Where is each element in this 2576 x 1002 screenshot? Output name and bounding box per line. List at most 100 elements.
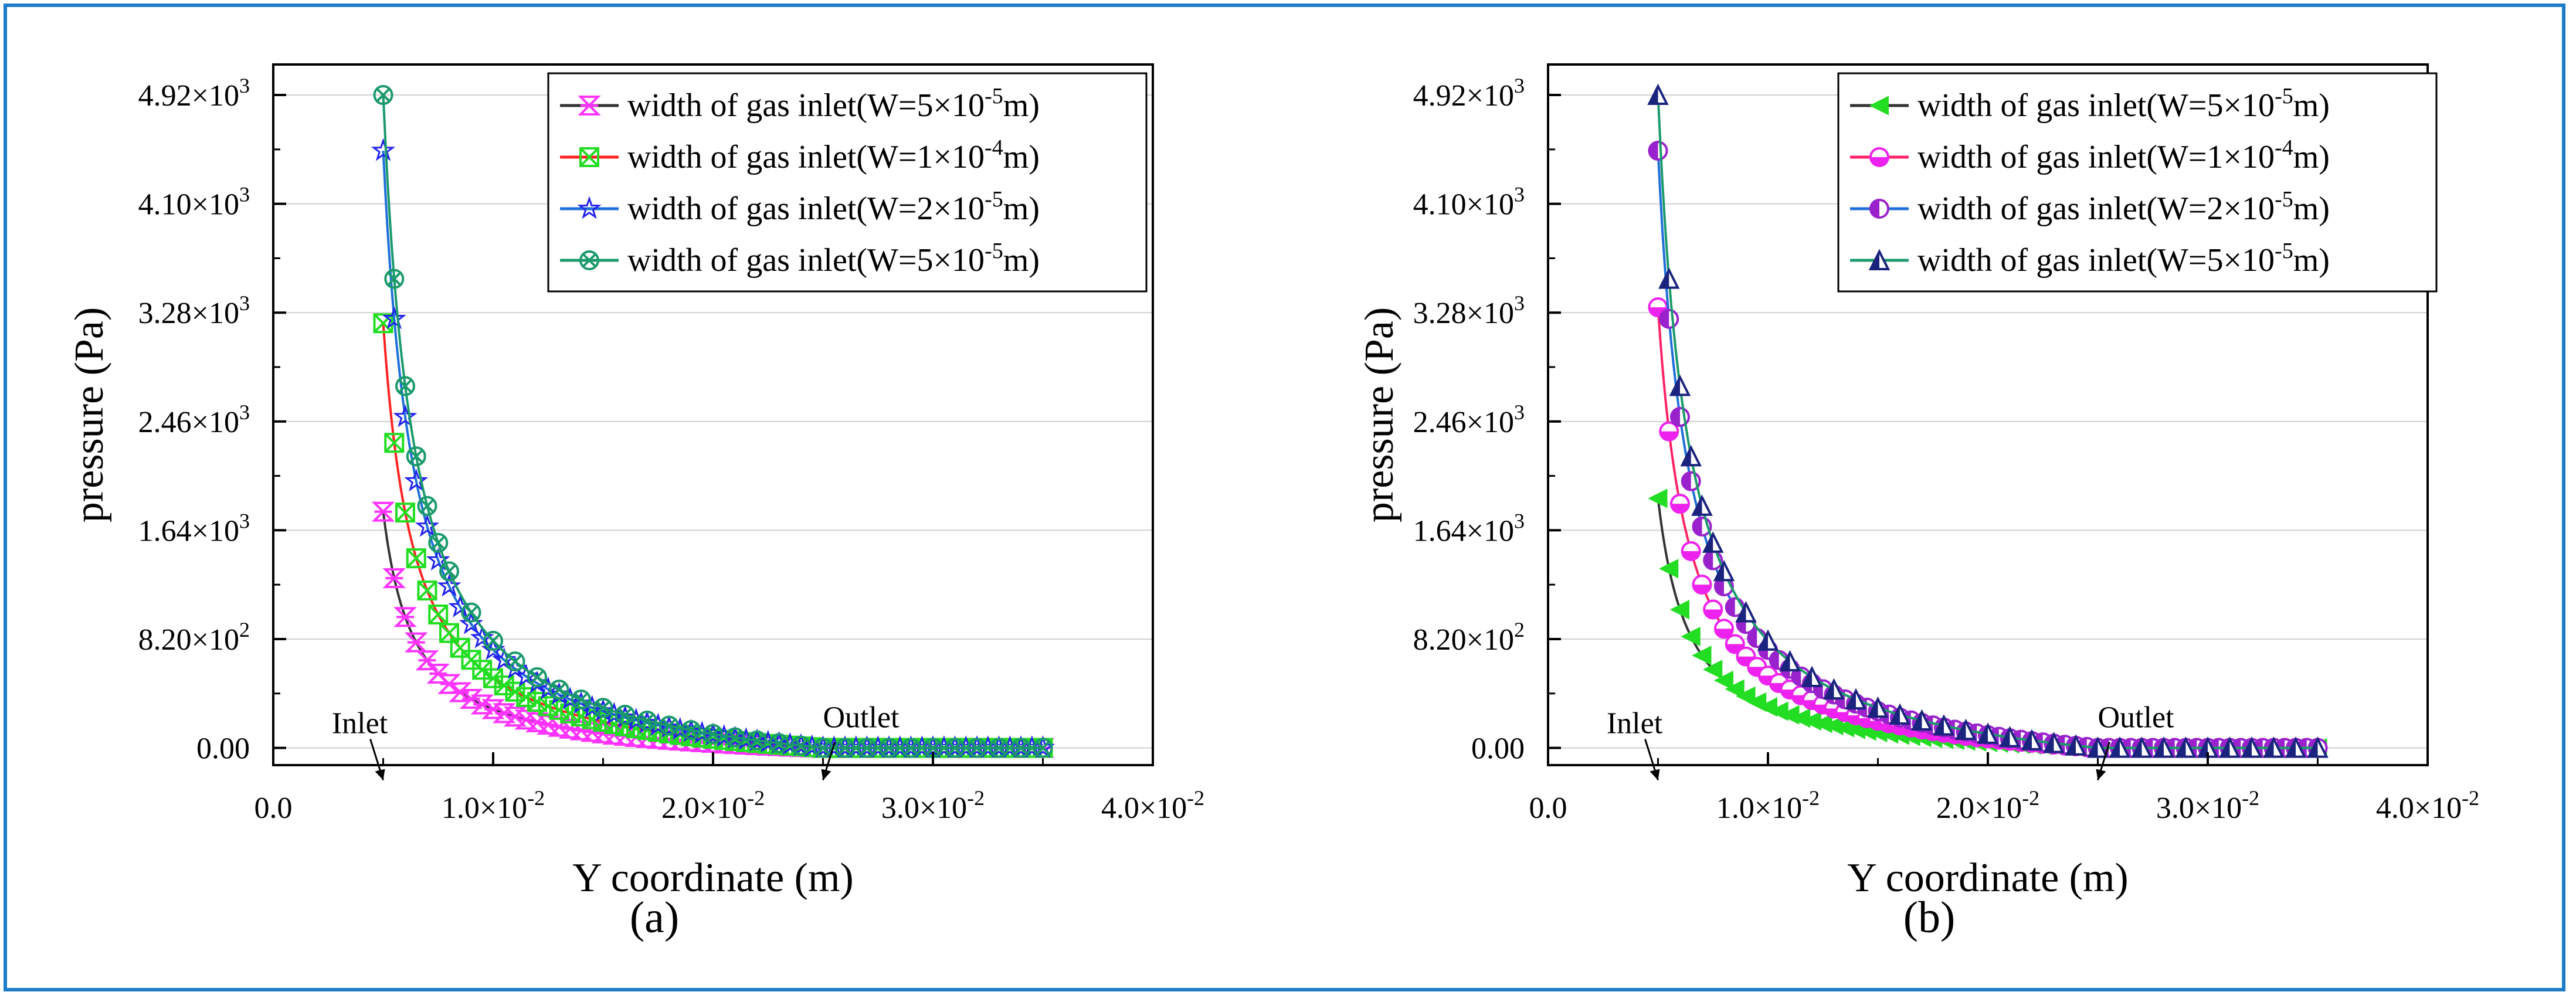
data-point (373, 85, 393, 106)
data-point (1703, 660, 1723, 680)
data-point (725, 727, 745, 748)
annotation-text: Inlet (332, 707, 388, 741)
annotation-text: Inlet (1607, 707, 1663, 741)
data-point (549, 680, 569, 700)
x-tick-label: 3.0×10-2 (881, 786, 985, 825)
data-point (439, 561, 459, 582)
data-point (1911, 709, 1933, 731)
data-point (461, 602, 481, 623)
data-point (1669, 375, 1691, 396)
data-point (1011, 738, 1031, 758)
y-tick-label: 8.20×102 (138, 618, 250, 657)
outlet-annotation: Outlet (821, 701, 900, 781)
data-point (1692, 646, 1712, 665)
data-point (527, 667, 547, 687)
x-tick-label: 1.0×10-2 (1716, 786, 1820, 825)
inlet-annotation: Inlet (332, 707, 388, 781)
data-point (483, 668, 503, 688)
annotation-text: Outlet (823, 701, 900, 735)
x-tick-label: 3.0×10-2 (2156, 786, 2259, 825)
y-tick-label: 1.64×103 (138, 509, 250, 548)
data-point (417, 495, 437, 516)
y-tick-label: 4.92×103 (1413, 74, 1525, 113)
data-point (791, 735, 811, 756)
series-line (1657, 307, 2318, 749)
data-point (1823, 678, 1845, 700)
legend-label: width of gas inlet(W=1×10-4m) (627, 135, 1040, 175)
data-point (2065, 734, 2087, 756)
x-tick-label: 4.0×10-2 (1101, 786, 1204, 825)
data-point (1933, 714, 1955, 736)
annotations: Inlet Outlet (1607, 701, 2174, 781)
data-point (857, 738, 877, 758)
data-point (1845, 688, 1867, 710)
data-point (945, 738, 965, 758)
legend-entry: width of gas inlet(W=2×10-5m) (560, 187, 1040, 227)
data-point (989, 738, 1009, 758)
data-point (1779, 650, 1801, 672)
data-point (1703, 599, 1723, 620)
data-point (2285, 736, 2307, 758)
x-tick-label: 2.0×10-2 (1936, 786, 2039, 825)
data-point (1692, 575, 1712, 595)
y-tick-label: 4.10×103 (1413, 183, 1525, 222)
legend: width of gas inlet(W=5×10-5m) width of ga… (547, 72, 1148, 293)
data-point (615, 705, 635, 725)
data-point (1659, 559, 1679, 579)
y-tick-label: 2.46×103 (138, 400, 250, 439)
data-point (373, 313, 393, 334)
data-point (483, 630, 503, 651)
series-line (382, 323, 1043, 749)
data-point (1648, 141, 1668, 161)
chart-panel-b: 0.0 1.0×10-2 2.0×10-2 3.0×10-2 4.0×10-2 0.00 8… (1357, 63, 2479, 942)
data-point (703, 724, 723, 744)
y-tick-label: 3.28×103 (138, 291, 250, 330)
axis-ticks: 0.0 1.0×10-2 2.0×10-2 3.0×10-2 4.0×10-2 0.00 8… (138, 74, 1204, 825)
data-point (1757, 629, 1779, 651)
data-point (1033, 738, 1053, 758)
x-axis-title: Y coordinate (m) (572, 855, 853, 901)
legend-label: width of gas inlet(W=5×10-5m) (627, 84, 1040, 124)
data-point (1681, 626, 1701, 647)
data-point (1889, 703, 1911, 725)
legend-entry: width of gas inlet(W=5×10-5m) (560, 84, 1040, 124)
x-tick-label: 4.0×10-2 (2376, 786, 2479, 825)
data-point (406, 548, 426, 569)
x-axis-title: Y coordinate (m) (1847, 855, 2128, 901)
legend-entry: width of gas inlet(W=2×10-5m) (1850, 187, 2330, 227)
data-point (437, 573, 461, 597)
data-point (428, 604, 449, 625)
data-point (2241, 736, 2263, 758)
y-tick-label: 8.20×102 (1413, 618, 1525, 657)
x-tick-label: 2.0×10-2 (661, 786, 765, 825)
data-point (835, 738, 855, 758)
legend-label: width of gas inlet(W=1×10-4m) (1917, 135, 2330, 175)
data-point (1670, 494, 1690, 514)
data-point (1647, 83, 1669, 106)
data-point (766, 731, 792, 754)
legend-box (1837, 72, 2438, 293)
data-point (745, 728, 769, 752)
legend-label: width of gas inlet(W=5×10-5m) (1917, 84, 2330, 124)
data-point (384, 433, 405, 453)
data-point (2087, 736, 2109, 758)
panel-label: (b) (1903, 893, 1956, 942)
data-point (505, 651, 525, 672)
data-point (613, 705, 637, 728)
y-tick-label: 1.64×103 (1413, 509, 1525, 548)
data-point (1999, 726, 2021, 748)
data-point (393, 607, 417, 627)
legend-label: width of gas inlet(W=5×10-5m) (627, 239, 1040, 278)
data-point (393, 404, 418, 427)
chart-panel-a: 0.0 1.0×10-2 2.0×10-2 3.0×10-2 4.0×10-2 0.00 8… (67, 63, 1204, 942)
data-point (1977, 722, 1999, 744)
data-point (417, 580, 437, 601)
data-point (1801, 665, 1823, 687)
data-point (1659, 308, 1679, 329)
data-point (404, 632, 428, 653)
data-point (879, 738, 899, 758)
legend-label: width of gas inlet(W=2×10-5m) (1917, 187, 2330, 227)
data-point (1680, 444, 1702, 467)
data-point (659, 715, 679, 736)
